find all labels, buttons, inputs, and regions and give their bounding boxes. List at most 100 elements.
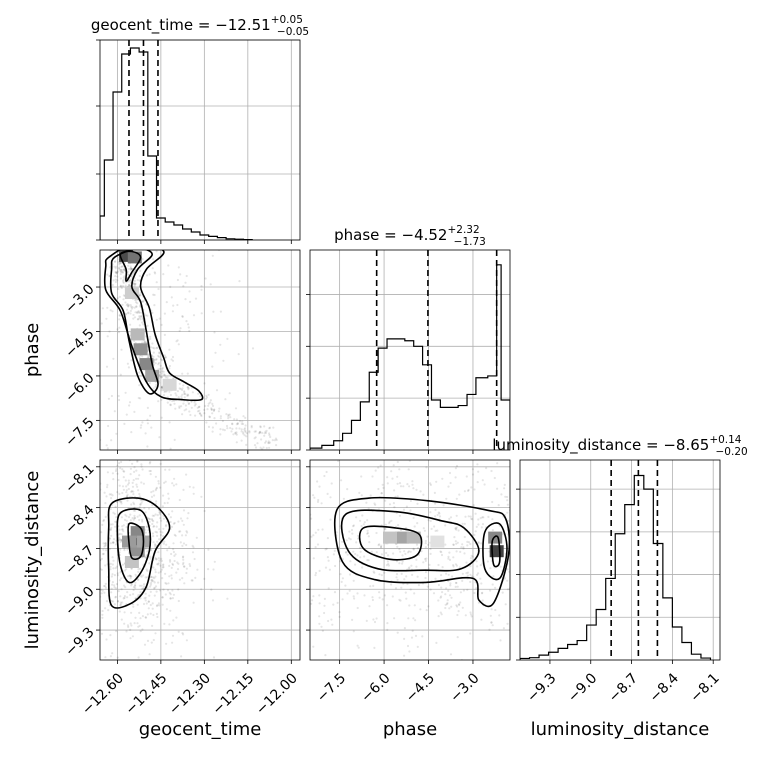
scatter-point	[103, 491, 106, 494]
scatter-point	[149, 603, 152, 607]
scatter-point	[129, 312, 132, 315]
scatter-point	[260, 448, 264, 450]
scatter-point	[435, 454, 437, 456]
scatter-point	[561, 541, 563, 543]
scatter-point	[169, 609, 172, 612]
scatter-point	[323, 597, 326, 601]
scatter-point	[161, 369, 164, 372]
scatter-point	[177, 588, 180, 591]
scatter-point	[148, 562, 151, 565]
scatter-point	[207, 404, 210, 407]
scatter-point	[112, 279, 115, 282]
scatter-point	[145, 440, 147, 442]
scatter-point	[457, 603, 460, 606]
scatter-point	[213, 408, 216, 411]
scatter-point	[506, 503, 509, 506]
scatter-point	[136, 278, 139, 282]
scatter-point	[224, 398, 227, 401]
scatter-point	[466, 574, 469, 577]
scatter-point	[282, 511, 284, 513]
scatter-point	[155, 250, 158, 253]
scatter-point	[160, 416, 163, 419]
scatter-point	[500, 414, 502, 416]
scatter-point	[304, 452, 306, 454]
scatter-point	[415, 488, 418, 491]
scatter-point	[125, 526, 128, 529]
scatter-point	[228, 392, 231, 395]
scatter-point	[348, 530, 351, 533]
scatter-point	[115, 587, 118, 590]
scatter-point	[161, 577, 164, 580]
title-main: luminosity_distance = −8.65	[492, 436, 709, 455]
scatter-point	[324, 566, 328, 569]
scatter-point	[127, 516, 131, 519]
scatter-point	[104, 585, 107, 588]
scatter-point	[93, 577, 95, 579]
scatter-point	[150, 641, 153, 644]
scatter-point	[333, 549, 336, 553]
scatter-point	[106, 447, 109, 450]
scatter-point	[185, 320, 188, 323]
scatter-point	[327, 587, 330, 590]
scatter-point	[455, 464, 459, 468]
scatter-point	[133, 514, 136, 518]
scatter-point	[456, 636, 459, 639]
scatter-point	[387, 564, 390, 567]
scatter-point	[164, 468, 167, 471]
scatter-point	[536, 525, 538, 527]
title-minus: −0.05	[277, 26, 309, 38]
scatter-point	[367, 507, 370, 510]
scatter-point	[136, 485, 139, 488]
scatter-point	[103, 545, 106, 548]
scatter-point	[127, 264, 130, 267]
scatter-point	[166, 501, 169, 504]
scatter-point	[141, 421, 144, 424]
scatter-point	[189, 300, 192, 303]
scatter-point	[217, 410, 220, 413]
scatter-point	[424, 559, 427, 563]
scatter-point	[352, 595, 355, 598]
scatter-point	[434, 529, 437, 533]
scatter-point	[160, 386, 164, 389]
scatter-point	[236, 422, 239, 425]
scatter-point	[127, 285, 130, 288]
scatter-point	[330, 618, 333, 621]
scatter-point	[144, 556, 147, 560]
scatter-point	[407, 468, 410, 471]
scatter-point	[109, 507, 112, 511]
scatter-point	[152, 293, 155, 296]
scatter-point	[525, 537, 527, 539]
scatter-point	[198, 405, 201, 408]
histogram-panel-luminosity_distance: luminosity_distance = −8.65+0.14 −0.20	[492, 434, 748, 664]
scatter-point	[552, 559, 554, 561]
scatter-point	[133, 316, 137, 319]
scatter-point	[91, 481, 93, 483]
scatter-point	[354, 552, 357, 556]
scatter-point	[116, 656, 119, 659]
scatter-point	[503, 577, 506, 580]
scatter-point	[392, 552, 395, 555]
scatter-point	[128, 404, 131, 407]
scatter-point	[125, 568, 128, 571]
scatter-point	[435, 480, 438, 483]
scatter-point	[174, 218, 176, 220]
scatter-point	[95, 150, 97, 152]
scatter-point	[302, 534, 304, 536]
scatter-point	[355, 516, 358, 519]
scatter-point	[394, 587, 398, 590]
scatter-point	[125, 519, 128, 522]
scatter-point	[514, 548, 516, 550]
scatter-point	[181, 544, 184, 548]
scatter-point	[488, 628, 491, 631]
scatter-point	[435, 641, 438, 645]
scatter-point	[128, 279, 131, 282]
scatter-point	[151, 504, 154, 507]
scatter-point	[162, 542, 165, 545]
scatter-point	[416, 502, 419, 505]
scatter-point	[133, 279, 136, 282]
x-tick-label: −12.15	[209, 670, 257, 718]
scatter-point	[139, 426, 142, 429]
scatter-point	[515, 614, 517, 616]
scatter-point	[437, 456, 439, 458]
scatter-point	[138, 294, 141, 297]
